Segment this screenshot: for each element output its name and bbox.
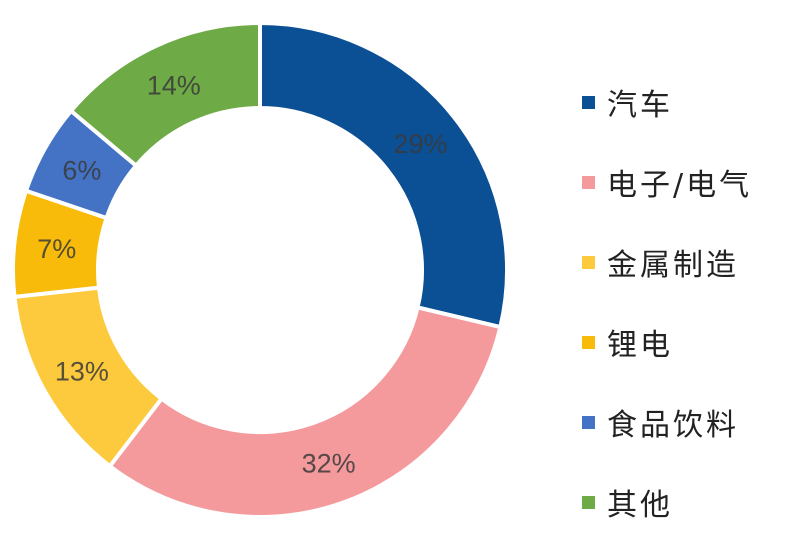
legend: 汽车电子/电气金属制造锂电食品饮料其他: [582, 62, 752, 542]
legend-swatch: [582, 415, 595, 429]
legend-item: 汽车: [582, 62, 752, 142]
legend-swatch: [582, 335, 595, 349]
donut-chart: 29% 32% 13% 7% 6% 14%: [13, 20, 509, 519]
data-label-5: 14%: [147, 71, 201, 101]
legend-item: 锂电: [582, 302, 752, 382]
legend-label: 锂电: [607, 328, 673, 363]
data-label-2: 13%: [55, 356, 109, 386]
slice-5: [68, 20, 262, 169]
data-label-1: 32%: [302, 449, 356, 479]
legend-item: 食品饮料: [582, 382, 752, 462]
legend-label: 金属制造: [607, 248, 739, 283]
legend-item: 电子/电气: [582, 142, 752, 222]
legend-swatch: [582, 175, 595, 189]
slice-0: [258, 20, 509, 330]
legend-label: 汽车: [607, 88, 673, 123]
data-label-0: 29%: [393, 129, 447, 159]
data-label-4: 6%: [62, 156, 101, 186]
legend-item: 其他: [582, 462, 752, 542]
legend-label: 其他: [607, 488, 673, 523]
legend-swatch: [582, 255, 595, 269]
legend-label: 食品饮料: [607, 408, 739, 443]
legend-swatch: [582, 495, 595, 509]
legend-swatch: [582, 95, 595, 109]
legend-item: 金属制造: [582, 222, 752, 302]
slice-1: [107, 305, 503, 519]
legend-label: 电子/电气: [607, 168, 753, 203]
data-label-3: 7%: [37, 234, 76, 264]
